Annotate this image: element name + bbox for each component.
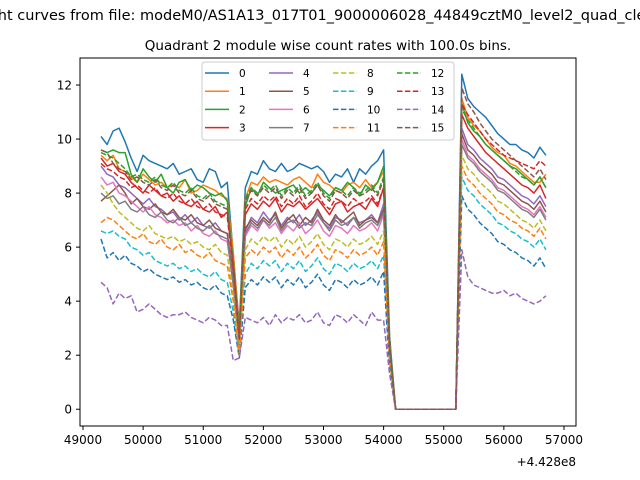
series-line-11 [100, 165, 547, 410]
series-line-12 [100, 108, 547, 410]
x-tick-label: 52000 [244, 433, 282, 447]
legend-label-1: 1 [239, 86, 246, 98]
legend-label-6: 6 [303, 104, 310, 116]
y-tick-label: 4 [64, 295, 72, 309]
x-tick-label: 50000 [124, 433, 162, 447]
series-line-5 [100, 132, 547, 410]
x-axis-offset-label: +4.428e8 [517, 455, 576, 469]
series-line-7 [100, 143, 547, 410]
y-tick-label: 10 [57, 133, 72, 147]
axes-frame [79, 57, 577, 427]
x-tick-label: 53000 [304, 433, 342, 447]
legend-label-3: 3 [239, 123, 246, 135]
series-line-2 [100, 103, 547, 410]
series-group [100, 73, 547, 410]
series-line-9 [100, 176, 547, 410]
series-line-15 [100, 86, 547, 410]
legend-label-8: 8 [367, 68, 374, 80]
y-tick-label: 0 [64, 403, 72, 417]
legend-label-0: 0 [239, 68, 246, 80]
legend-label-14: 14 [431, 104, 445, 116]
y-axis-ticks: 0 2 4 6 8 10 12 [57, 79, 80, 417]
legend-label-2: 2 [239, 104, 246, 116]
y-tick-label: 6 [64, 241, 72, 255]
legend-label-5: 5 [303, 86, 310, 98]
legend-label-4: 4 [303, 68, 310, 80]
plot-area: 49000 50000 51000 52000 53000 54000 55000 56000… [57, 57, 583, 469]
legend-label-7: 7 [303, 123, 310, 135]
legend-label-9: 9 [367, 86, 374, 98]
series-line-0 [100, 73, 547, 410]
legend-label-13: 13 [431, 86, 444, 98]
y-tick-label: 2 [64, 349, 72, 363]
figure-suptitle: Light curves from file: modeM0/AS1A13_01… [0, 8, 640, 24]
legend-label-10: 10 [367, 104, 380, 116]
legend-label-15: 15 [431, 123, 444, 135]
x-axis-ticks: 49000 50000 51000 52000 53000 54000 55000 56000… [64, 426, 583, 447]
x-tick-label: 51000 [184, 433, 222, 447]
series-line-8 [100, 154, 547, 410]
x-tick-label: 55000 [425, 433, 463, 447]
y-tick-label: 8 [64, 187, 72, 201]
y-tick-label: 12 [57, 79, 72, 93]
x-tick-label: 56000 [485, 433, 523, 447]
x-tick-label: 57000 [545, 433, 583, 447]
legend-label-12: 12 [431, 68, 444, 80]
legend-frame [201, 61, 455, 141]
x-tick-label: 54000 [365, 433, 403, 447]
series-line-13 [100, 103, 547, 410]
series-line-14 [100, 249, 547, 410]
chart-title: Quadrant 2 module wise count rates with … [145, 38, 511, 54]
series-line-3 [100, 113, 547, 410]
series-line-10 [100, 195, 547, 410]
legend-label-11: 11 [367, 123, 380, 135]
x-tick-label: 49000 [64, 433, 102, 447]
